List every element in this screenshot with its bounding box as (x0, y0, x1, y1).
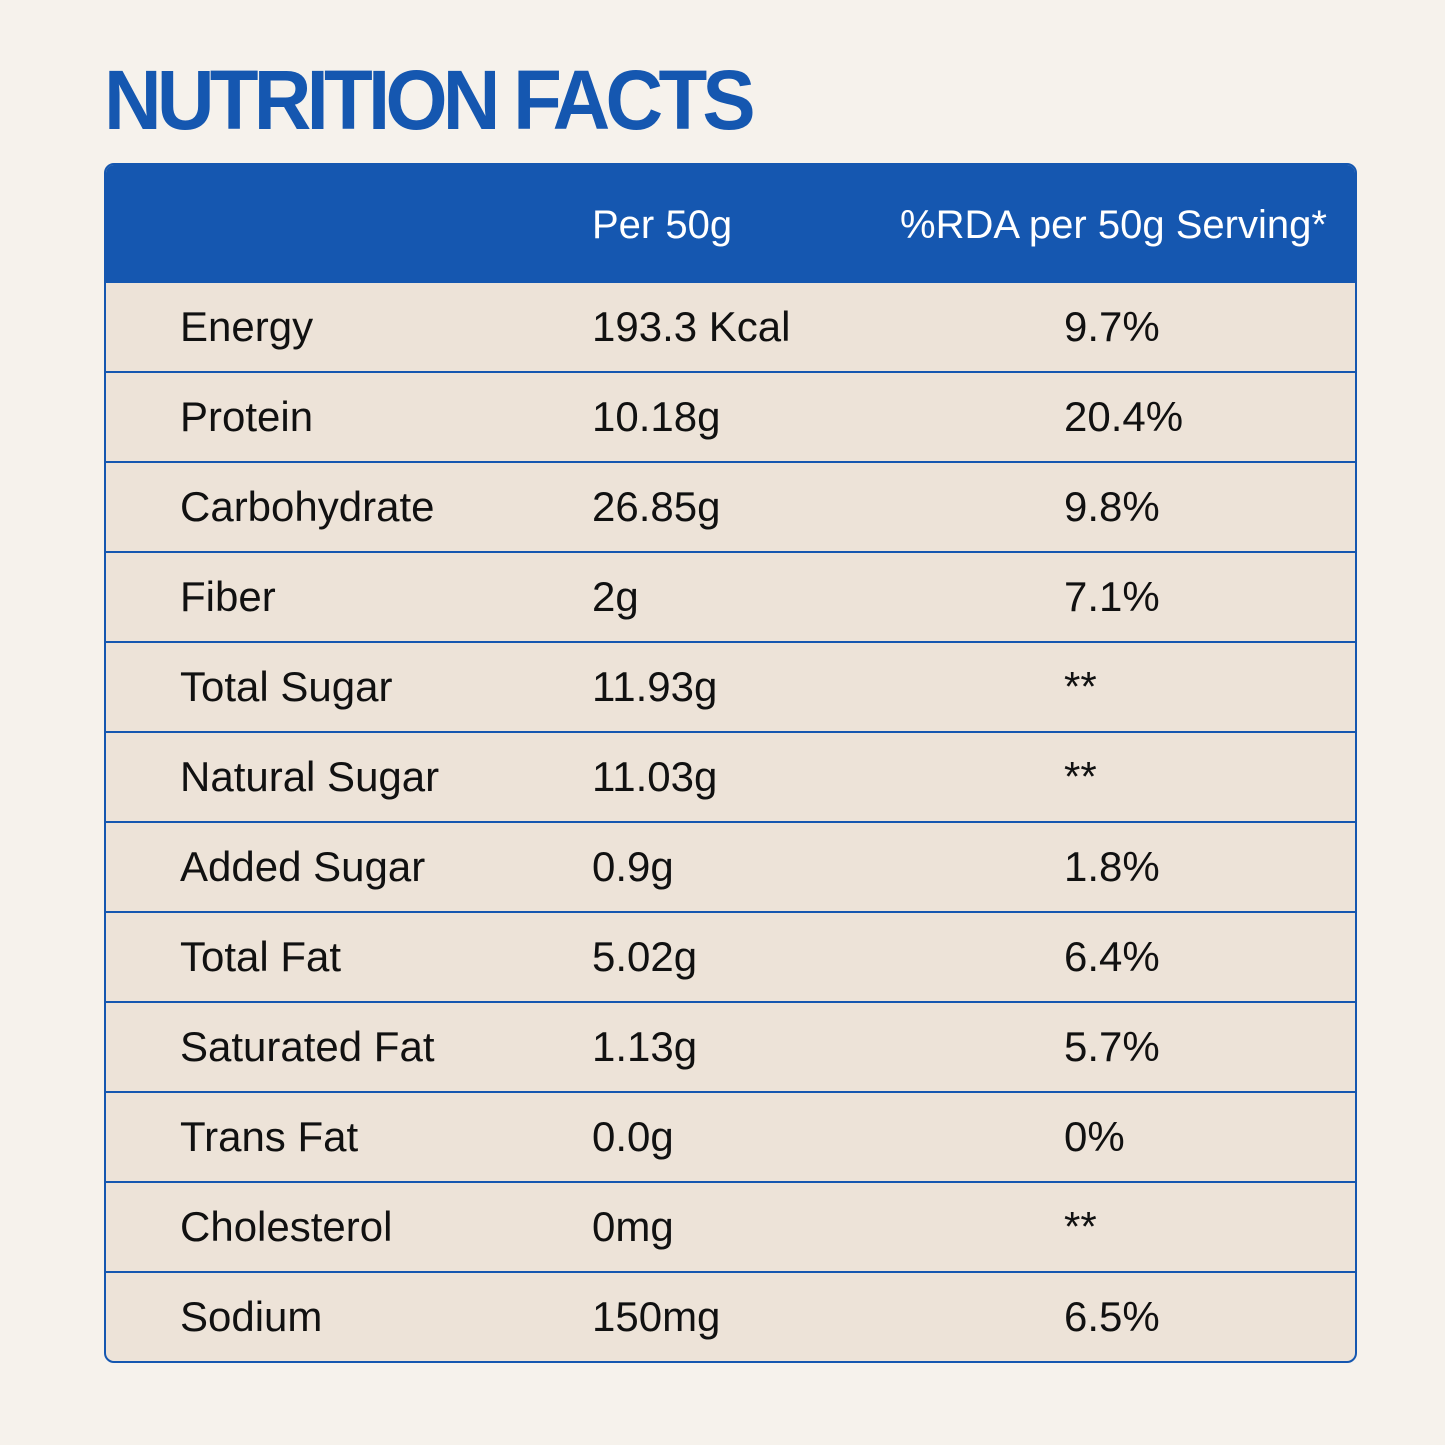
table-row: Saturated Fat 1.13g 5.7% (106, 1001, 1355, 1091)
table-cell: ** (1064, 753, 1097, 800)
column-header: %RDA per 50g Serving* (900, 203, 1327, 247)
table-cell: 193.3 Kcal (592, 303, 791, 350)
table-cell: Fiber (180, 573, 276, 620)
table-cell: Cholesterol (180, 1203, 393, 1250)
table-cell: 2g (592, 573, 639, 620)
table-row: Cholesterol 0mg ** (106, 1181, 1355, 1271)
table-cell: 0mg (592, 1203, 674, 1250)
table-row: Fiber 2g 7.1% (106, 551, 1355, 641)
title: NUTRITION FACTS (104, 53, 756, 147)
table-row: Trans Fat 0.0g 0% (106, 1091, 1355, 1181)
table-cell: Protein (180, 393, 314, 440)
table-cell: 0.9g (592, 843, 674, 890)
nutrition-table: Per 50g %RDA per 50g Serving* Energy 193.… (104, 163, 1357, 1363)
table-cell: 20.4% (1064, 393, 1184, 440)
table-row: Sodium 150mg 6.5% (106, 1271, 1355, 1361)
table-row: Added Sugar 0.9g 1.8% (106, 821, 1355, 911)
table-cell: Carbohydrate (180, 483, 435, 530)
table-cell: Added Sugar (180, 843, 426, 890)
table-row: Total Fat 5.02g 6.4% (106, 911, 1355, 1001)
table-cell: ** (1064, 663, 1097, 710)
table-cell: 6.5% (1064, 1293, 1160, 1340)
table-cell: 9.7% (1064, 303, 1160, 350)
table-cell: Total Sugar (180, 663, 393, 710)
table-cell: Natural Sugar (180, 753, 440, 800)
table-cell: 0% (1064, 1113, 1125, 1160)
table-row: Natural Sugar 11.03g ** (106, 731, 1355, 821)
table-cell: 7.1% (1064, 573, 1160, 620)
table-cell: Total Fat (180, 933, 342, 980)
table-row: Energy 193.3 Kcal 9.7% (106, 283, 1355, 371)
table-cell: Trans Fat (180, 1113, 359, 1160)
table-cell: ** (1064, 1203, 1097, 1250)
table-cell: 26.85g (592, 483, 721, 530)
table-cell: 5.02g (592, 933, 698, 980)
table-row: Total Sugar 11.93g ** (106, 641, 1355, 731)
table-cell: 0.0g (592, 1113, 674, 1160)
column-header: Per 50g (592, 203, 733, 247)
table-row: Carbohydrate 26.85g 9.8% (106, 461, 1355, 551)
table-cell: 5.7% (1064, 1023, 1160, 1070)
table-cell: 9.8% (1064, 483, 1160, 530)
table-cell: 6.4% (1064, 933, 1160, 980)
table-cell: Sodium (180, 1293, 323, 1340)
table-cell: 150mg (592, 1293, 721, 1340)
table-cell: 11.93g (592, 663, 718, 710)
table-cell: 11.03g (592, 753, 718, 800)
table-cell: 10.18g (592, 393, 721, 440)
table-cell: Energy (180, 303, 314, 350)
table-row: Protein 10.18g 20.4% (106, 371, 1355, 461)
table-cell: Saturated Fat (180, 1023, 435, 1070)
table-cell: 1.13g (592, 1023, 698, 1070)
table-header: Per 50g %RDA per 50g Serving* (106, 165, 1355, 283)
table-cell: 1.8% (1064, 843, 1160, 890)
